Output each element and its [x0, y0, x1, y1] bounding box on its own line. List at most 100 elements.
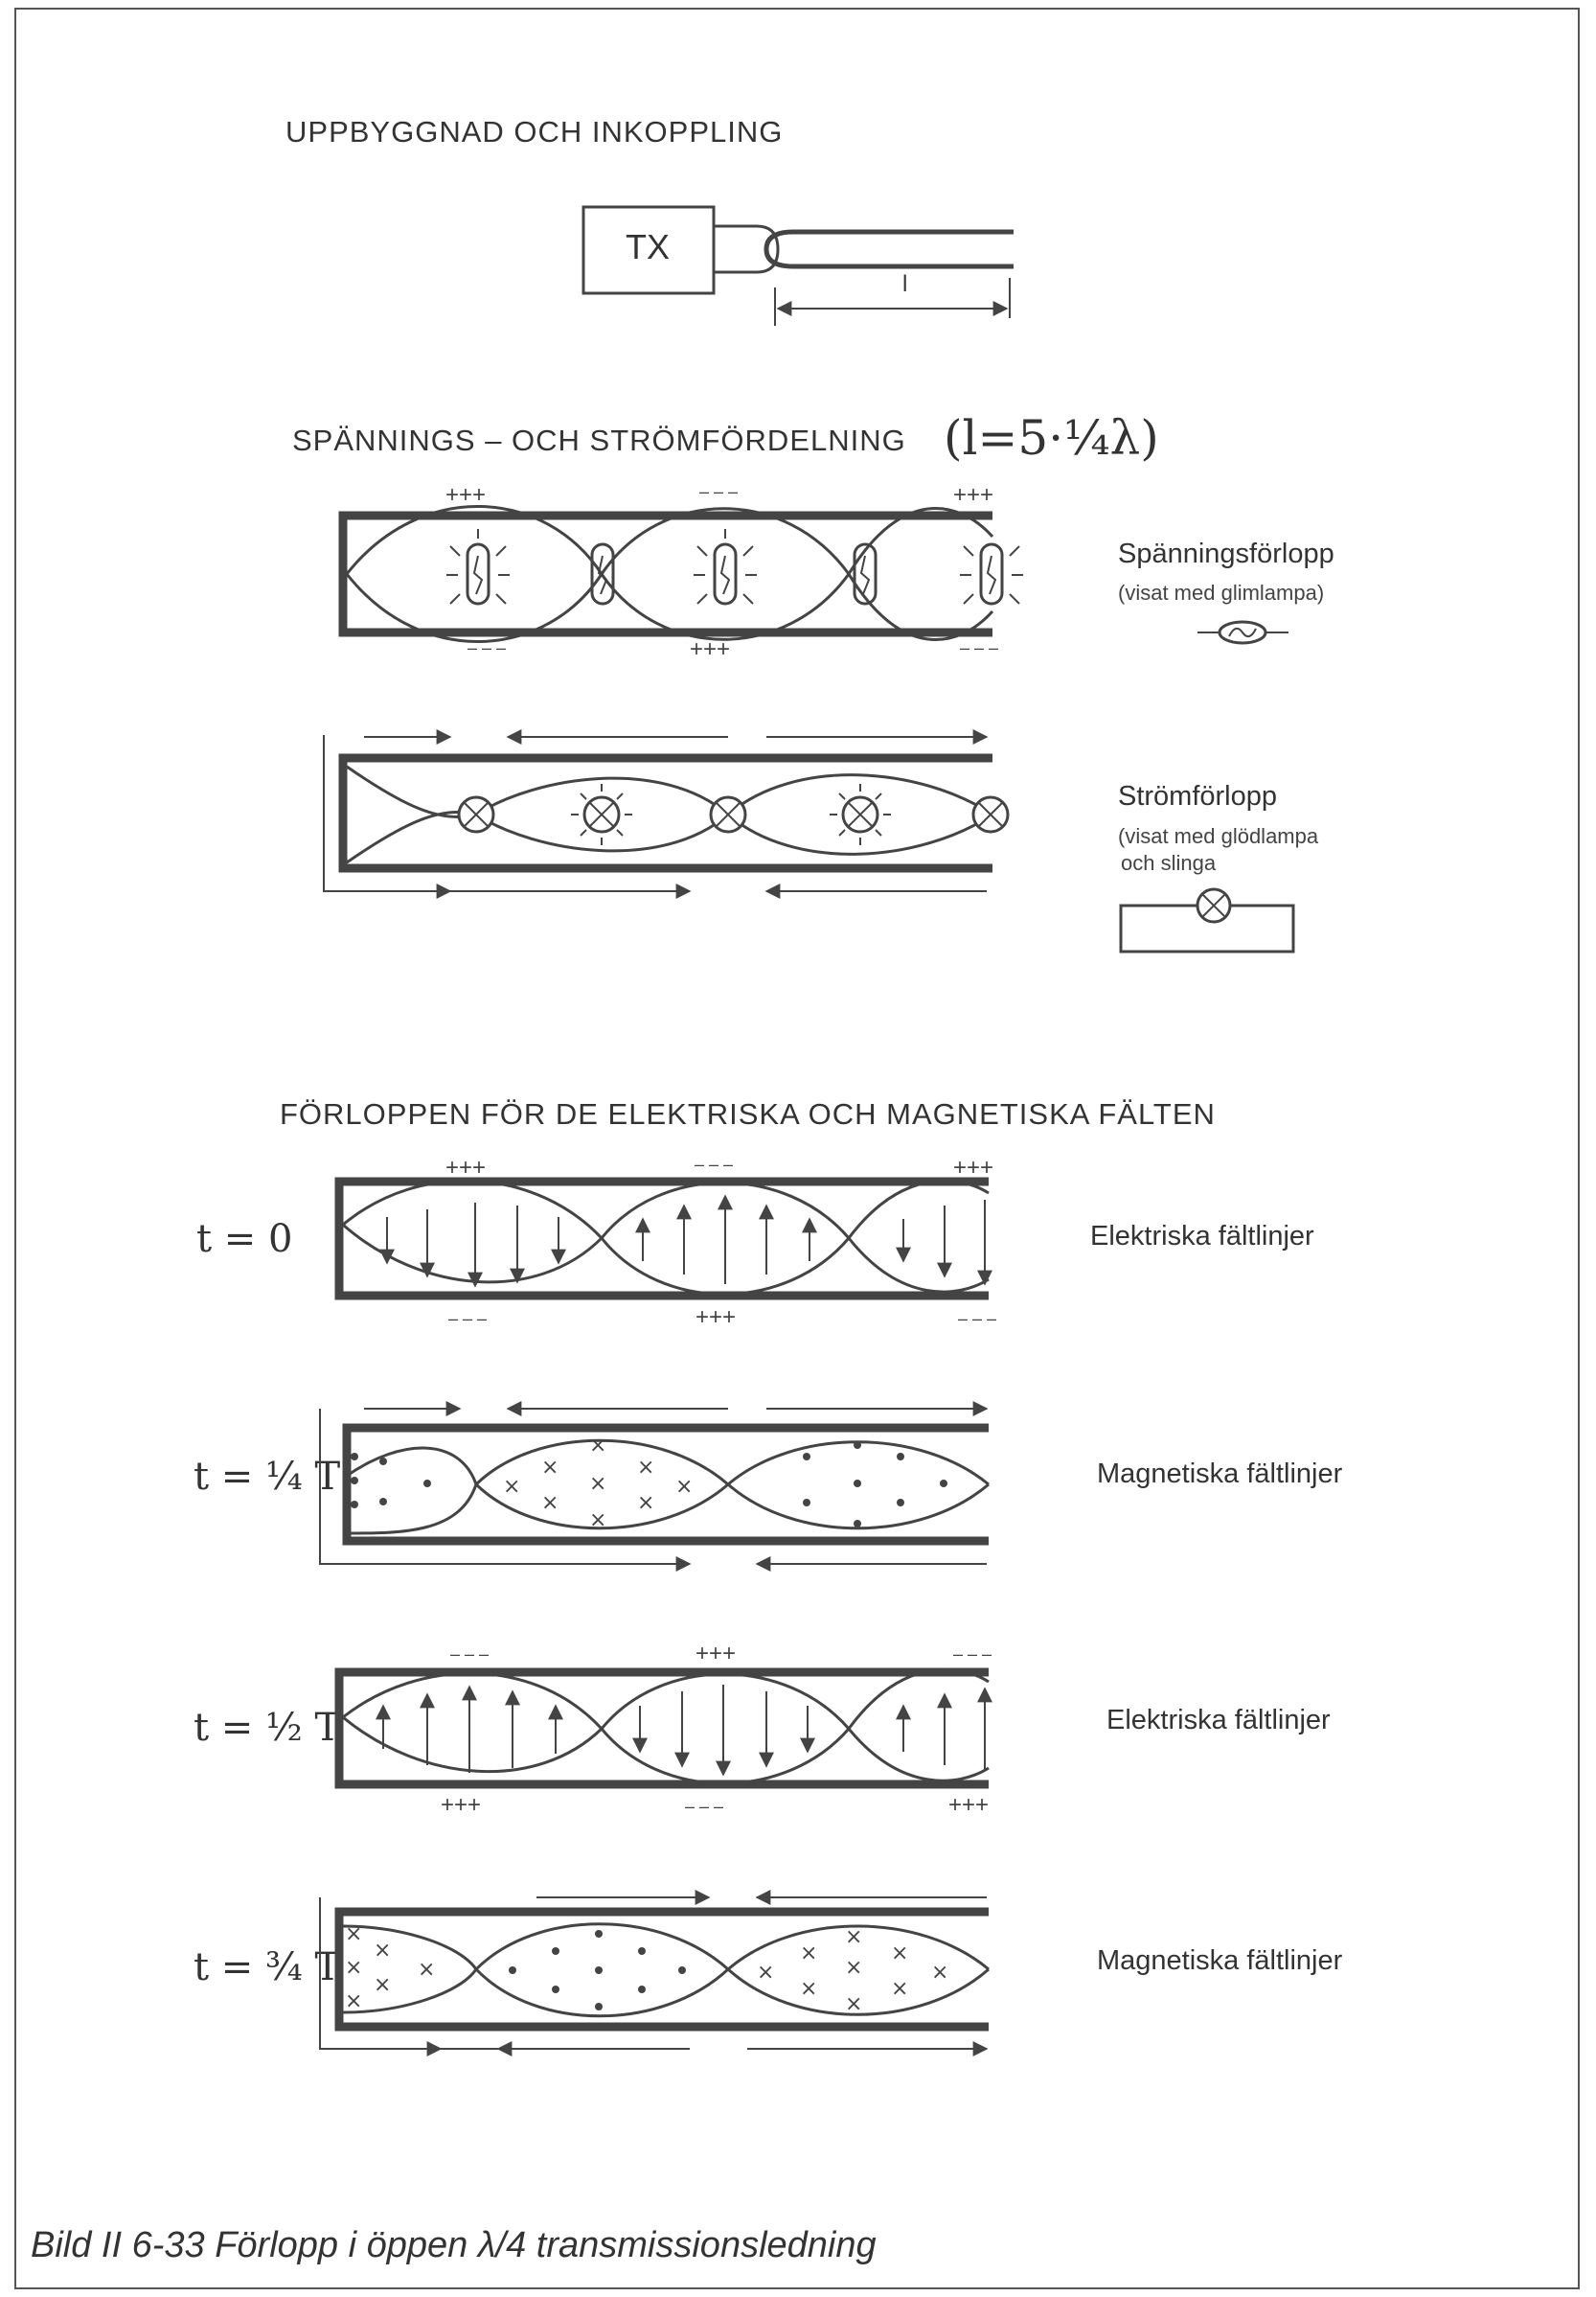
svg-text:×: ×: [891, 1977, 908, 2001]
field2-top-sign-1: – – –: [450, 1644, 490, 1664]
svg-text:×: ×: [541, 1456, 559, 1480]
voltage-diagram: [338, 505, 1288, 645]
current-note-line1: (visat med glödlampa: [1118, 824, 1319, 848]
svg-text:×: ×: [800, 1977, 817, 2001]
voltage-curve-lower: [345, 507, 994, 643]
current-arrows-t3: [364, 1890, 989, 2056]
field-label-2: Elektriska fältlinjer: [1106, 1705, 1331, 1735]
svg-text:×: ×: [845, 1956, 862, 1980]
time-label-2: t = ½ T: [194, 1706, 341, 1750]
field2-bottom-sign-1: +++: [441, 1792, 482, 1818]
current-curve-upper: [346, 765, 993, 856]
field0-bottom-sign-2: +++: [695, 1304, 737, 1330]
svg-text:×: ×: [345, 1922, 362, 1946]
section-heading-fields: FÖRLOPPEN FÖR DE ELEKTRISKA OCH MAGNETIS…: [280, 1097, 1216, 1131]
field-diagram-t0: [334, 1177, 992, 1300]
glow-lamp-3: [694, 529, 757, 606]
setup-diagram: [581, 205, 1014, 326]
svg-text:×: ×: [503, 1475, 520, 1499]
field-label-1: Magnetiska fältlinjer: [1097, 1459, 1343, 1489]
figure-caption: Bild II 6-33 Förlopp i öppen λ/4 transmi…: [31, 2225, 877, 2265]
incandescent-lamp-5: [971, 795, 1010, 834]
incandescent-lamp-3: [709, 795, 747, 834]
incandescent-lamp-1: [457, 795, 495, 834]
magnetic-dots-t1: [351, 1441, 947, 1528]
svg-text:×: ×: [541, 1491, 559, 1515]
field-diagram-t2: [334, 1667, 992, 1789]
field0-top-sign-2: – – –: [695, 1155, 734, 1174]
field2-bottom-sign-3: +++: [948, 1792, 990, 1818]
current-side-conductor: [323, 735, 690, 892]
length-label: l: [902, 271, 908, 297]
svg-text:×: ×: [589, 1434, 606, 1458]
glow-lamp-1: [446, 529, 510, 606]
field-diagram-t1: × × × × × × × × ×: [319, 1401, 990, 1572]
time-label-0: t = 0: [196, 1217, 293, 1261]
incandescent-lamp-2: [571, 784, 632, 845]
voltage-title: Spänningsförlopp: [1118, 539, 1334, 569]
field2-top-sign-3: – – –: [953, 1644, 992, 1664]
time-label-1: t = ¼ T: [194, 1455, 341, 1499]
lamp-loop-legend-icon: [1119, 887, 1295, 953]
glow-lamp-5: [960, 542, 1023, 606]
electric-field-arrows-t2: [376, 1685, 992, 1777]
svg-text:×: ×: [757, 1961, 774, 1985]
current-diagram: [323, 729, 1295, 953]
length-formula: (l=5·¼λ): [944, 410, 1159, 466]
tx-label: TX: [626, 227, 671, 266]
voltage-bottom-sign-3: – – –: [960, 638, 999, 657]
voltage-top-sign-3: +++: [953, 482, 994, 508]
svg-text:×: ×: [891, 1941, 908, 1965]
svg-text:×: ×: [800, 1941, 817, 1965]
glow-lamp-4: [853, 542, 878, 606]
svg-text:×: ×: [845, 1992, 862, 2016]
current-title: Strömförlopp: [1118, 781, 1278, 812]
voltage-line-conductors: [338, 511, 992, 637]
voltage-top-sign-2: – – –: [699, 482, 739, 501]
tx-feeder: [714, 224, 780, 274]
section-heading-setup: UPPBYGGNAD OCH INKOPPLING: [285, 115, 784, 149]
field0-bottom-sign-1: – – –: [448, 1309, 488, 1328]
open-line: [764, 229, 1014, 269]
voltage-note: (visat med glimlampa): [1118, 581, 1325, 605]
field0-bottom-sign-3: – – –: [958, 1309, 997, 1328]
current-note-line2: och slinga: [1121, 851, 1217, 875]
page-frame: [14, 8, 1580, 2289]
svg-text:×: ×: [589, 1472, 606, 1496]
glow-lamp-legend-icon: [1197, 620, 1288, 645]
svg-text:×: ×: [637, 1491, 654, 1515]
svg-text:×: ×: [345, 1956, 362, 1980]
magnetic-crosses-t1: × × × × × × × × ×: [503, 1434, 693, 1532]
svg-text:×: ×: [637, 1456, 654, 1480]
svg-text:×: ×: [345, 1989, 362, 2013]
field-diagram-t3: × × × × × × × × × × × × × × ×: [319, 1890, 990, 2056]
svg-text:×: ×: [418, 1958, 435, 1982]
voltage-curve-upper: [345, 505, 994, 641]
field0-top-sign-1: +++: [445, 1155, 487, 1181]
magnetic-crosses-t3: × × × × × × × × × × × × × × ×: [345, 1922, 948, 2016]
svg-text:×: ×: [931, 1961, 948, 1985]
section-heading-distribution: SPÄNNINGS – OCH STRÖMFÖRDELNING: [292, 424, 906, 457]
field0-top-sign-3: +++: [953, 1155, 994, 1181]
field-label-3: Magnetiska fältlinjer: [1097, 1945, 1343, 1976]
field2-top-sign-2: +++: [695, 1641, 737, 1666]
glow-lamp-2: [590, 542, 615, 606]
svg-text:×: ×: [589, 1508, 606, 1532]
current-arrows-t1: [364, 1401, 989, 1572]
current-direction-arrows: [364, 729, 989, 899]
electric-field-arrows-t0: [379, 1194, 992, 1288]
current-curve-lower: [346, 773, 993, 864]
svg-text:×: ×: [845, 1925, 862, 1949]
field-label-0: Elektriska fältlinjer: [1090, 1221, 1314, 1252]
incandescent-lamp-4: [830, 784, 891, 845]
magnetic-dots-t3: [509, 1930, 686, 2010]
svg-text:×: ×: [374, 1973, 391, 1997]
voltage-top-sign-1: +++: [445, 482, 487, 508]
tx-box: [581, 205, 716, 295]
svg-text:×: ×: [675, 1475, 693, 1499]
time-label-3: t = ¾ T: [194, 1945, 341, 1989]
svg-text:×: ×: [374, 1939, 391, 1963]
field2-bottom-sign-2: – – –: [685, 1797, 724, 1816]
current-line-conductors: [338, 753, 992, 873]
